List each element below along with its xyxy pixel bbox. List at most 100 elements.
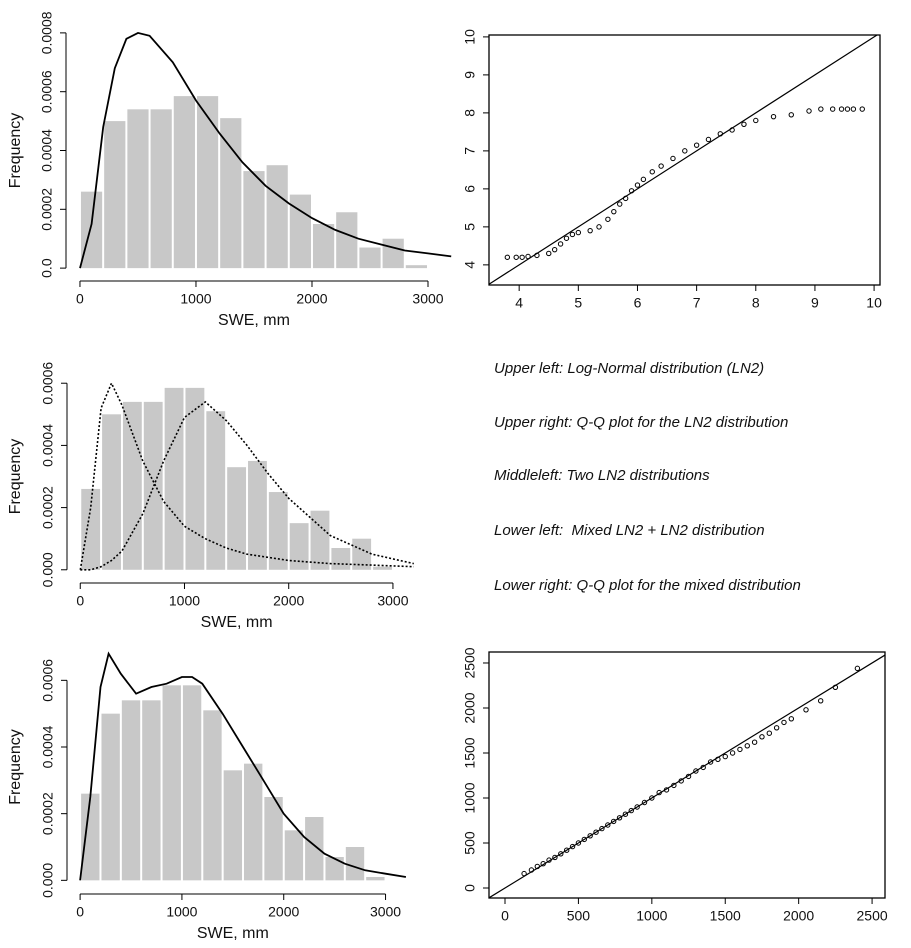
bar [284, 830, 304, 881]
qq-point [546, 857, 552, 863]
qq-point [707, 759, 714, 765]
qq-point [525, 253, 531, 260]
qq-point [773, 725, 780, 731]
y-tick-label: 2500 [462, 647, 478, 678]
plot-frame [488, 651, 886, 899]
x-tick-label: 1000 [180, 291, 211, 307]
x-tick-label: 0 [76, 904, 84, 920]
x-tick-label: 7 [693, 295, 701, 311]
bar [102, 414, 121, 570]
y-tick-label: 2000 [462, 692, 478, 723]
caption: Lower right: Q-Q plot for the mixed dist… [494, 577, 801, 594]
bar [220, 118, 242, 269]
bar [266, 165, 288, 269]
qq-point [563, 235, 570, 241]
bar [268, 492, 288, 570]
density-curve [80, 400, 414, 571]
qq-point [557, 241, 564, 247]
reference-line [488, 34, 878, 285]
qq-point [519, 254, 525, 260]
qq-point [770, 113, 777, 120]
x-tick-label: 1000 [166, 904, 197, 920]
qq-point [766, 730, 772, 736]
y-tick-label: 0.0002 [40, 792, 56, 835]
y-tick-label: 0.0004 [39, 129, 55, 172]
qq-point [521, 870, 527, 877]
bar [289, 523, 309, 570]
x-axis-title: SWE, mm [218, 312, 290, 329]
bar [162, 685, 181, 881]
qq-point [759, 734, 765, 740]
density-curve [79, 381, 414, 570]
qq-point [605, 822, 611, 828]
qq-point [753, 117, 759, 124]
bar [331, 548, 351, 570]
y-tick-label: 6 [462, 185, 478, 193]
qq-point [844, 106, 851, 112]
qq-point [558, 851, 564, 857]
bar [173, 96, 195, 269]
x-tick-label: 1000 [169, 593, 200, 609]
y-tick-label: 500 [462, 831, 478, 855]
bar [223, 770, 243, 881]
bar [405, 265, 427, 269]
qq-point [569, 843, 576, 850]
qq-point [729, 750, 736, 756]
qq-point [593, 829, 599, 835]
y-axis-title: Frequency [7, 729, 24, 805]
bar [248, 460, 267, 570]
qq-point [717, 131, 723, 137]
y-tick-label: 0.0006 [39, 70, 55, 113]
y-tick-label: 0.0008 [39, 11, 55, 54]
bar [203, 710, 222, 881]
qq-point [649, 169, 655, 175]
qq-point [640, 176, 647, 183]
qq-point [682, 148, 688, 154]
caption: Upper right: Q-Q plot for the LN2 distri… [494, 414, 788, 431]
qq-point [693, 142, 700, 148]
qq-point [599, 825, 605, 832]
caption: Lower left: Mixed LN2 + LN2 distribution [494, 522, 765, 539]
qq-point [670, 155, 676, 162]
bar [143, 401, 163, 570]
qq-point [634, 804, 640, 810]
x-tick-label: 4 [515, 295, 523, 311]
qq-point [540, 861, 546, 867]
qq-point [705, 136, 712, 143]
x-tick-label: 3000 [370, 904, 401, 920]
qq-point [575, 840, 582, 846]
qq-point [722, 753, 728, 760]
x-tick-label: 2000 [268, 904, 299, 920]
qq-point [587, 833, 593, 839]
qq-point [663, 787, 670, 793]
qq-point [729, 127, 735, 133]
bar [310, 510, 330, 570]
x-tick-label: 1000 [636, 908, 667, 924]
qq-point [596, 224, 602, 230]
qq-point [744, 743, 750, 749]
y-tick-label: 0.0004 [40, 424, 56, 467]
x-tick-label: 1500 [710, 908, 741, 924]
bar [81, 488, 101, 570]
qq-point [832, 684, 839, 690]
qq-point [551, 246, 558, 253]
density-curve [79, 31, 452, 269]
bar [104, 121, 126, 269]
qq-point [781, 719, 787, 726]
y-tick-label: 0.0 [39, 258, 55, 278]
bar [121, 700, 141, 881]
qq-point [737, 746, 743, 753]
bar [336, 212, 358, 269]
qq-point [546, 250, 552, 257]
qq-point [817, 698, 824, 704]
y-tick-label: 0.0006 [40, 362, 56, 405]
caption: Middleleft: Two LN2 distributions [494, 467, 710, 484]
qq-point [513, 254, 519, 260]
x-tick-label: 0 [501, 908, 509, 924]
bar [289, 194, 311, 269]
y-tick-label: 1500 [462, 737, 478, 768]
bar [264, 797, 283, 881]
x-tick-label: 8 [752, 295, 760, 311]
qq-point [552, 854, 558, 861]
qq-point [617, 201, 623, 207]
